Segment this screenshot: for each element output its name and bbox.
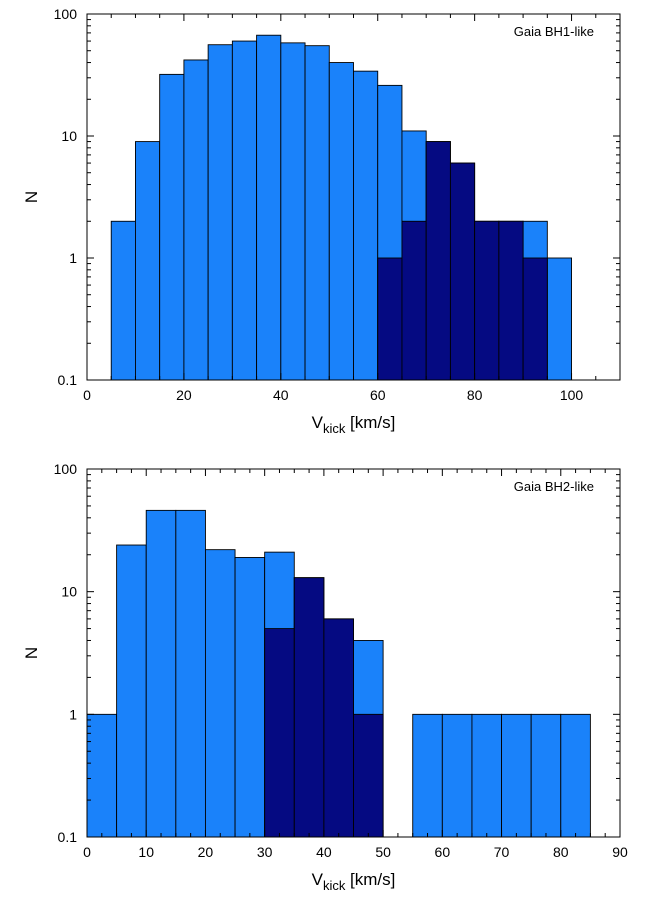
x-axis-label: Vkick [km/s] — [312, 413, 396, 436]
y-tick-label: 10 — [61, 584, 77, 600]
y-axis-label: N — [22, 191, 41, 203]
bar-all — [183, 59, 209, 381]
bar-all — [207, 44, 233, 381]
x-axis-label-unit: [km/s] — [345, 413, 395, 432]
x-tick-label: 20 — [198, 844, 214, 860]
bar-all — [86, 713, 118, 838]
bar-all — [231, 40, 258, 381]
x-axis-label-main: V — [312, 870, 324, 889]
bar-all — [256, 34, 282, 381]
bar-subset — [293, 577, 325, 838]
x-tick-label: 10 — [138, 844, 154, 860]
bar-all — [234, 557, 266, 838]
x-tick-label: 90 — [612, 844, 628, 860]
bar-all — [145, 509, 177, 838]
bar-all — [560, 713, 591, 838]
bar-subset — [323, 618, 354, 838]
bar-all — [159, 73, 185, 381]
bar-all — [304, 45, 330, 381]
x-tick-label: 100 — [560, 387, 584, 403]
bar-subset — [401, 220, 427, 381]
y-tick-label: 100 — [54, 6, 78, 22]
bar-all — [280, 42, 306, 381]
x-axis-label-unit: [km/s] — [345, 870, 395, 889]
y-tick-label: 1 — [69, 250, 77, 266]
x-tick-label: 40 — [316, 844, 332, 860]
panel-annotation: Gaia BH1-like — [514, 24, 594, 39]
x-tick-label: 0 — [83, 387, 91, 403]
y-tick-label: 1 — [69, 706, 77, 722]
panel-annotation: Gaia BH2-like — [514, 479, 594, 494]
y-tick-label: 0.1 — [58, 829, 78, 845]
bar-all — [116, 544, 147, 838]
x-tick-label: 40 — [273, 387, 289, 403]
x-tick-label: 0 — [83, 844, 91, 860]
bar-all — [110, 220, 136, 381]
bar-subset — [377, 257, 403, 381]
panel-gaia-bh1: 0 20 40 60 80 100 0.1 1 10 100 N Vkick [km/s] Gaia B… — [22, 6, 621, 436]
bar-subset — [474, 220, 500, 381]
y-tick-label: 10 — [61, 128, 77, 144]
bar-subset — [264, 628, 295, 838]
bar-all — [135, 141, 161, 381]
x-axis-label-sub: kick — [323, 421, 346, 436]
bar-all — [530, 713, 562, 838]
bar-subset — [425, 141, 451, 381]
bar-all — [328, 62, 354, 381]
x-tick-label: 80 — [467, 387, 483, 403]
bar-subset — [449, 162, 476, 381]
x-tick-label: 20 — [176, 387, 192, 403]
bar-all — [204, 549, 236, 838]
x-tick-label: 60 — [435, 844, 451, 860]
bar-all — [441, 713, 473, 838]
bar-all — [175, 509, 206, 838]
bar-all — [412, 713, 443, 838]
x-tick-label: 80 — [553, 844, 569, 860]
x-axis-label-sub: kick — [323, 878, 346, 893]
x-tick-label: 70 — [494, 844, 510, 860]
panel-gaia-bh2: 0 10 20 30 40 50 60 70 80 90 0.1 1 10 100 N Vkick [km/s… — [22, 461, 628, 893]
x-tick-label: 30 — [257, 844, 273, 860]
y-axis-label: N — [22, 647, 41, 659]
x-axis-label: Vkick [km/s] — [312, 870, 396, 893]
y-tick-label: 0.1 — [58, 372, 78, 388]
x-tick-label: 50 — [375, 844, 391, 860]
bar-all — [546, 257, 572, 381]
x-tick-label: 60 — [370, 387, 386, 403]
y-tick-label: 100 — [54, 461, 78, 477]
bar-all — [501, 713, 532, 838]
bar-subset — [522, 257, 548, 381]
bar-all — [471, 713, 503, 838]
bar-subset — [498, 220, 524, 381]
x-axis-label-main: V — [312, 413, 324, 432]
bar-subset — [353, 713, 384, 838]
bar-all — [353, 70, 379, 381]
